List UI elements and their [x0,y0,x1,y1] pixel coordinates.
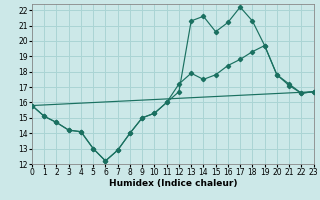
X-axis label: Humidex (Indice chaleur): Humidex (Indice chaleur) [108,179,237,188]
